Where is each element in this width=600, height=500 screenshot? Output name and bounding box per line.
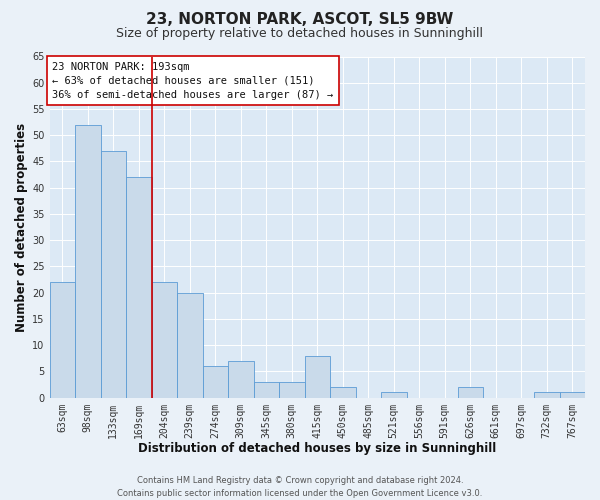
Text: 23 NORTON PARK: 193sqm
← 63% of detached houses are smaller (151)
36% of semi-de: 23 NORTON PARK: 193sqm ← 63% of detached… (52, 62, 334, 100)
Bar (75, 124, 101, 398)
X-axis label: Distribution of detached houses by size in Sunninghill: Distribution of detached houses by size … (138, 442, 496, 455)
Bar (50, 282, 75, 398)
Bar (330, 387, 356, 398)
Text: Size of property relative to detached houses in Sunninghill: Size of property relative to detached ho… (116, 28, 484, 40)
Bar (305, 356, 330, 398)
Bar (534, 392, 560, 398)
Bar (560, 392, 585, 398)
Bar (126, 177, 152, 398)
Bar (203, 366, 228, 398)
Bar (152, 282, 177, 398)
Bar (458, 387, 483, 398)
Text: Contains HM Land Registry data © Crown copyright and database right 2024.
Contai: Contains HM Land Registry data © Crown c… (118, 476, 482, 498)
Y-axis label: Number of detached properties: Number of detached properties (15, 122, 28, 332)
Bar (279, 382, 305, 398)
Bar (101, 151, 126, 398)
Bar (254, 382, 279, 398)
Text: 23, NORTON PARK, ASCOT, SL5 9BW: 23, NORTON PARK, ASCOT, SL5 9BW (146, 12, 454, 28)
Bar (177, 292, 203, 398)
Bar (228, 361, 254, 398)
Bar (381, 392, 407, 398)
